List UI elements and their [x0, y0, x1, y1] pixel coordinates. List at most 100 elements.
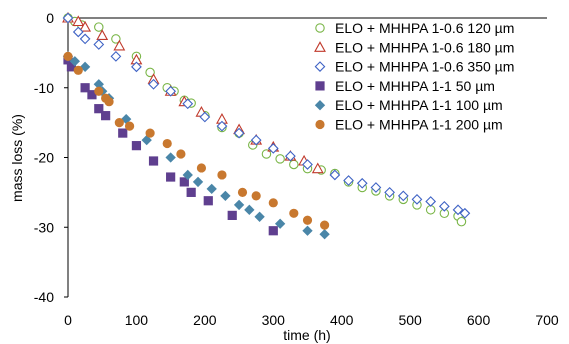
data-point [165, 85, 177, 97]
legend-item: ELO + MHHPA 1-0.6 180 µm [314, 39, 514, 55]
series-3 [62, 12, 471, 219]
y-tick-label: -30 [34, 219, 54, 235]
data-point [182, 169, 193, 181]
data-point [384, 186, 395, 198]
y-axis-title: mass loss (%) [9, 114, 25, 202]
data-point [251, 191, 261, 201]
data-point [196, 163, 207, 173]
data-point [425, 205, 436, 215]
data-point [148, 78, 159, 90]
data-point [289, 159, 299, 170]
legend-label: ELO + MHHPA 1-0.6 350 µm [335, 59, 514, 75]
data-point [237, 187, 248, 197]
legend-item: ELO + MHHPA 1-1 50 µm [315, 78, 495, 94]
data-point [456, 216, 467, 227]
data-point [206, 183, 217, 195]
data-point [244, 204, 255, 215]
data-point [148, 156, 159, 166]
legend-label: ELO + MHHPA 1-1 200 µm [335, 117, 503, 133]
data-point [356, 177, 368, 189]
data-point [63, 51, 73, 61]
data-point [319, 229, 330, 240]
data-point [438, 200, 450, 212]
data-point [69, 56, 81, 67]
legend-marker [315, 81, 325, 91]
legend-marker [315, 119, 325, 130]
data-point [93, 39, 105, 50]
tick-labels: 0 100 200 300 400 500 600 700 0 -10 -20 -30 -40 [34, 10, 559, 328]
data-point [320, 220, 330, 230]
data-point [79, 33, 91, 45]
data-point [96, 29, 109, 40]
data-point [220, 190, 231, 202]
data-point [275, 154, 285, 164]
x-tick-label: 0 [64, 312, 72, 328]
data-point [452, 204, 464, 216]
x-tick-label: 600 [467, 312, 491, 328]
data-point [216, 120, 228, 132]
data-point [182, 98, 194, 110]
data-point [425, 196, 437, 207]
data-point [79, 61, 91, 72]
data-point [203, 196, 213, 206]
data-point [192, 176, 204, 188]
legend-marker [314, 41, 326, 52]
legend-label: ELO + MHHPA 1-1 100 µm [335, 97, 503, 113]
data-point [179, 177, 189, 187]
data-point [302, 215, 313, 225]
data-point [104, 97, 114, 107]
legend-marker [315, 23, 325, 33]
data-point [233, 199, 245, 211]
data-point [329, 169, 341, 181]
data-point [94, 104, 104, 114]
data-point [411, 193, 423, 205]
data-point [459, 207, 471, 219]
legend-marker [314, 61, 326, 72]
data-point [124, 121, 135, 131]
data-point [311, 162, 324, 174]
data-point [289, 208, 299, 218]
data-point [94, 22, 104, 32]
data-point [110, 50, 122, 62]
series-4 [63, 55, 278, 236]
data-point [285, 150, 296, 162]
data-point [370, 182, 382, 193]
data-point [62, 12, 74, 24]
data-point [80, 83, 90, 93]
data-point [113, 39, 126, 51]
data-point [254, 211, 265, 222]
x-tick-label: 100 [125, 312, 149, 328]
data-point [267, 143, 279, 154]
data-point [111, 34, 121, 44]
data-point [302, 225, 313, 236]
data-point [162, 138, 172, 149]
data-point [268, 198, 278, 208]
data-point [274, 218, 286, 229]
x-tick-label: 700 [535, 312, 559, 328]
legend-item: ELO + MHHPA 1-1 100 µm [314, 97, 503, 113]
data-point [131, 61, 142, 73]
legend-marker [314, 100, 326, 111]
series-5 [62, 51, 330, 240]
legend-label: ELO + MHHPA 1-0.6 120 µm [335, 20, 514, 36]
data-point [72, 26, 84, 38]
legend-label: ELO + MHHPA 1-1 50 µm [335, 78, 495, 94]
y-tick-label: -10 [34, 80, 54, 96]
data-point [141, 134, 152, 146]
data-point [199, 111, 211, 123]
data-point [186, 187, 196, 197]
data-point [176, 149, 186, 159]
data-point [118, 128, 128, 138]
data-point [145, 128, 155, 138]
data-point [397, 190, 409, 202]
data-point [261, 149, 272, 159]
x-tick-label: 200 [193, 312, 217, 328]
data-point [217, 170, 227, 180]
data-point [166, 172, 176, 182]
legend-item: ELO + MHHPA 1-0.6 350 µm [314, 59, 514, 75]
data-point [79, 20, 92, 32]
data-point [165, 152, 176, 163]
x-tick-label: 500 [398, 312, 422, 328]
data-point [131, 141, 142, 151]
